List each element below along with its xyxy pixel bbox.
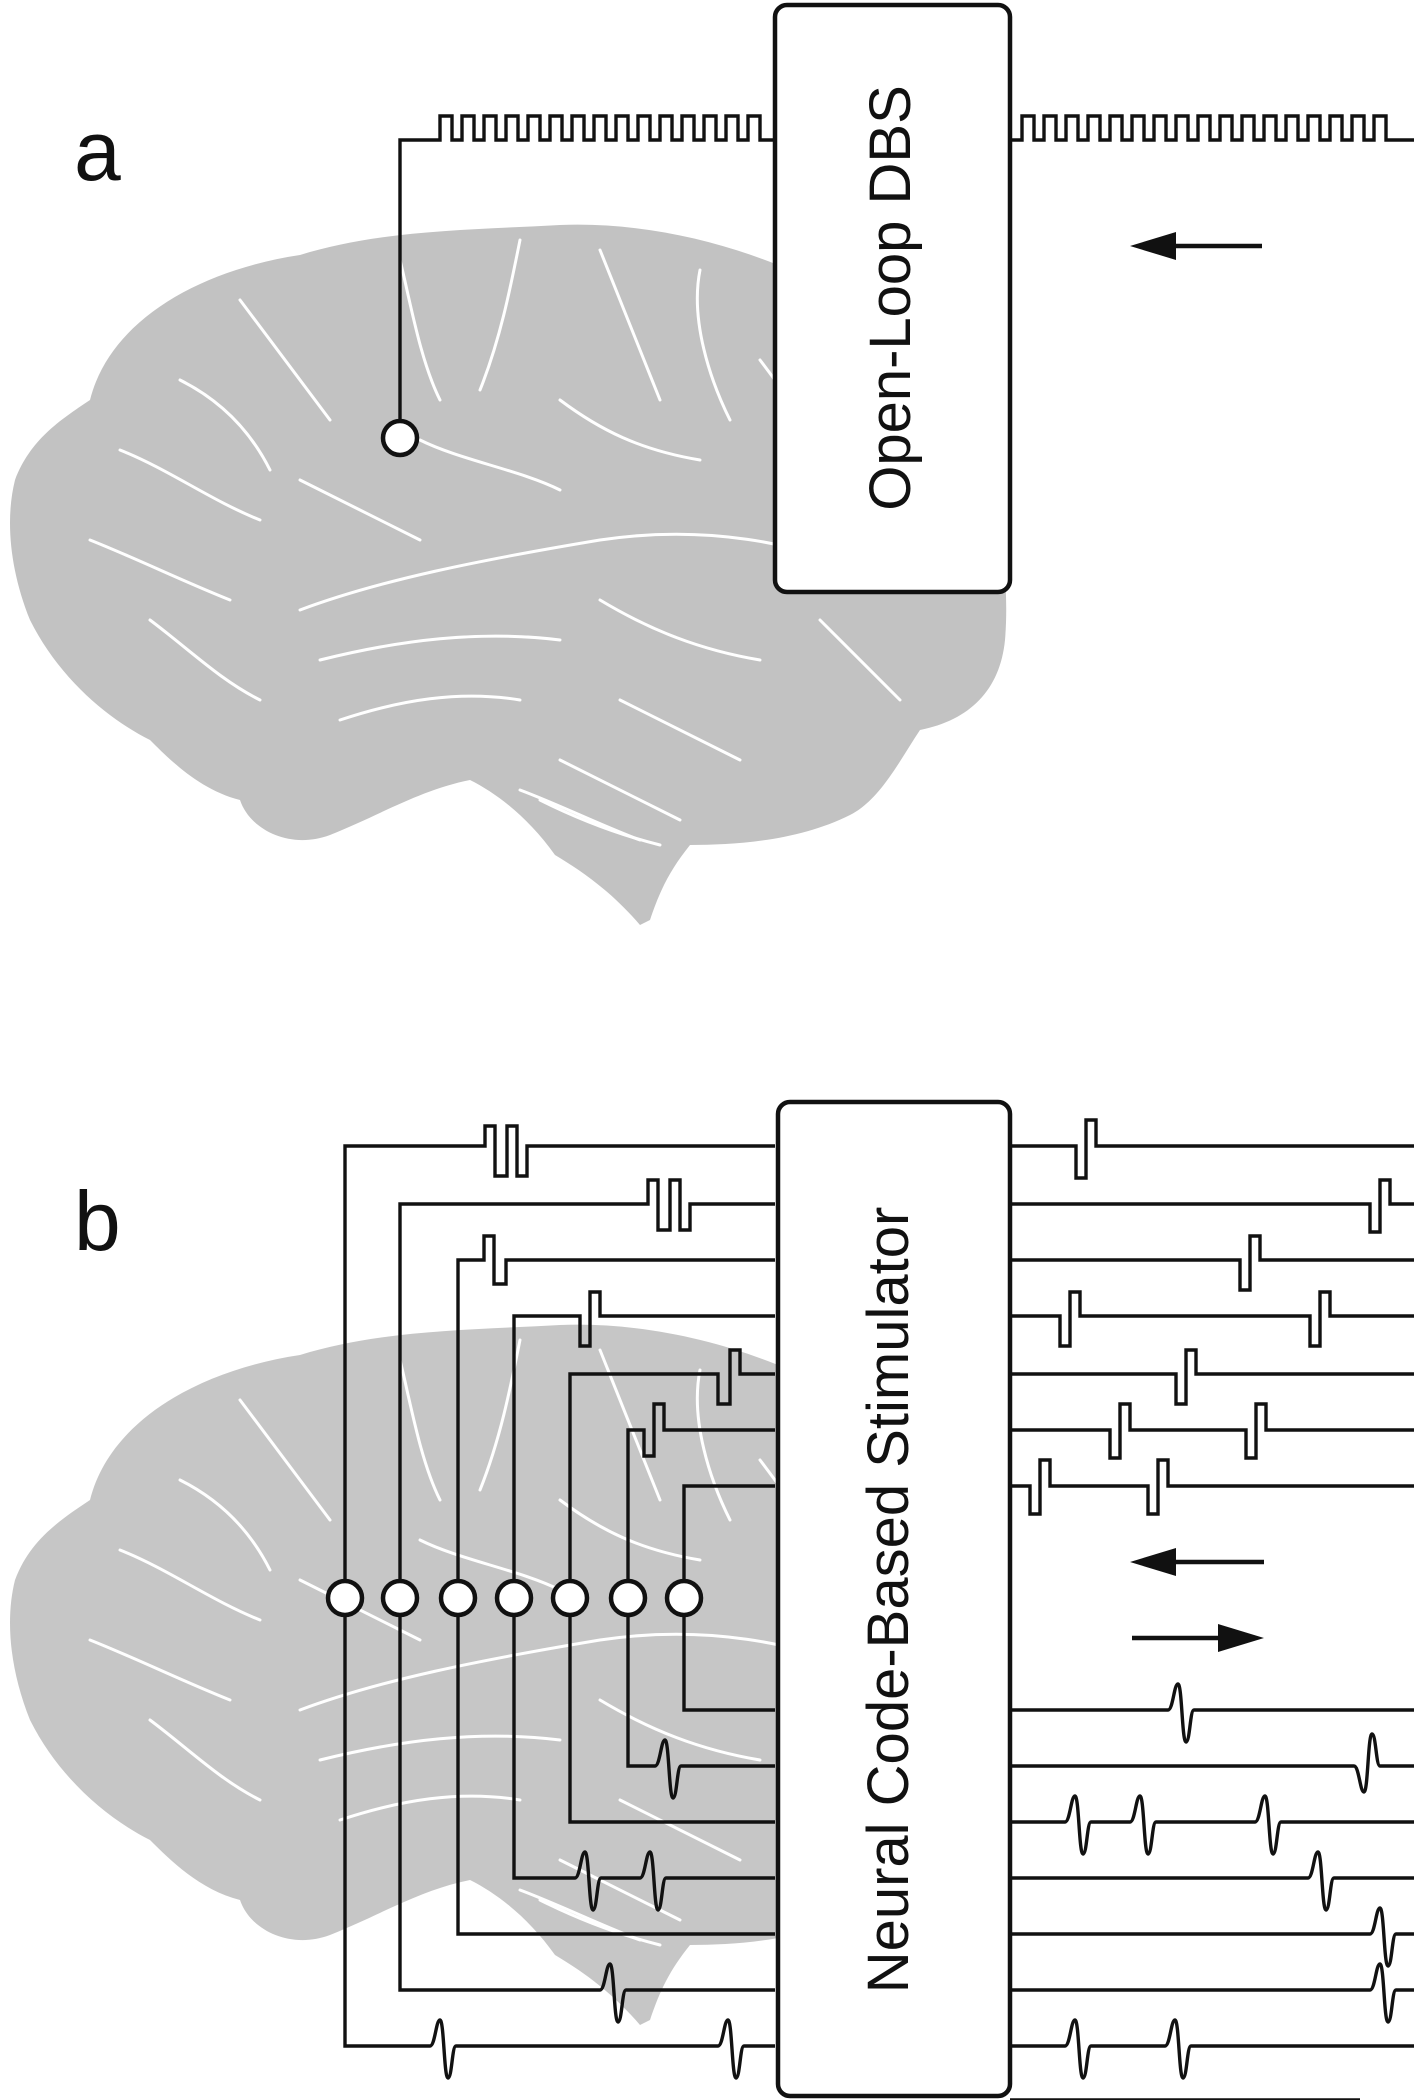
rec-wire-2 <box>398 1582 775 2024</box>
rec-wire-5 <box>568 1582 775 1824</box>
pulse-train-left-a <box>398 114 775 440</box>
rec-trace-r2 <box>1010 1732 1414 1794</box>
rec-wire-7 <box>682 1582 775 1712</box>
open-loop-dbs-label: Open-Loop DBS <box>858 85 923 511</box>
stim-trace-r4 <box>1010 1290 1414 1348</box>
stim-wire-5 <box>568 1348 775 1582</box>
rec-trace-r7 <box>1010 2018 1414 2080</box>
electrode-b-1 <box>325 1578 365 1618</box>
stim-trace-r5 <box>1010 1348 1414 1406</box>
panel-b-label: b <box>74 1174 121 1268</box>
pulse-train-right-a <box>1010 114 1414 142</box>
stim-wire-4 <box>512 1290 775 1582</box>
electrode-b-6 <box>608 1578 648 1618</box>
stim-wire-2 <box>398 1178 775 1582</box>
rec-trace-r4 <box>1010 1850 1414 1912</box>
electrode-a <box>380 418 420 458</box>
stim-trace-r2 <box>1010 1178 1414 1234</box>
arrow-left-a <box>1130 232 1262 260</box>
rec-trace-r3 <box>1010 1794 1414 1856</box>
stim-trace-r7 <box>1010 1458 1414 1516</box>
neural-code-stimulator-box <box>775 1099 1013 2099</box>
rec-wire-3 <box>456 1582 775 1936</box>
panel-a-label: a <box>74 104 121 198</box>
neural-code-stimulator-label: Neural Code-Based Stimulator <box>856 1207 921 1994</box>
stim-wire-6 <box>626 1402 775 1582</box>
stim-wire-3 <box>456 1234 775 1582</box>
stim-trace-r3 <box>1010 1234 1414 1292</box>
stim-trace-r1 <box>1010 1118 1414 1180</box>
electrode-b-3 <box>438 1578 478 1618</box>
stim-wire-1 <box>343 1124 775 1582</box>
rec-trace-r5 <box>1010 1906 1414 1968</box>
arrow-right-b <box>1132 1624 1264 1652</box>
open-loop-dbs-box <box>772 2 1013 595</box>
stim-wire-7 <box>682 1484 775 1582</box>
rec-wire-6 <box>626 1582 775 1800</box>
electrode-b-4 <box>494 1578 534 1618</box>
electrode-b-5 <box>550 1578 590 1618</box>
arrow-left-b <box>1130 1548 1264 1576</box>
electrode-b-2 <box>380 1578 420 1618</box>
stim-trace-r6 <box>1010 1402 1414 1460</box>
rec-wire-1 <box>343 1582 775 2080</box>
electrode-b-7 <box>664 1578 704 1618</box>
rec-trace-r1 <box>1010 1682 1414 1744</box>
rec-trace-r6 <box>1010 1962 1414 2024</box>
rec-wire-4 <box>512 1582 775 1912</box>
